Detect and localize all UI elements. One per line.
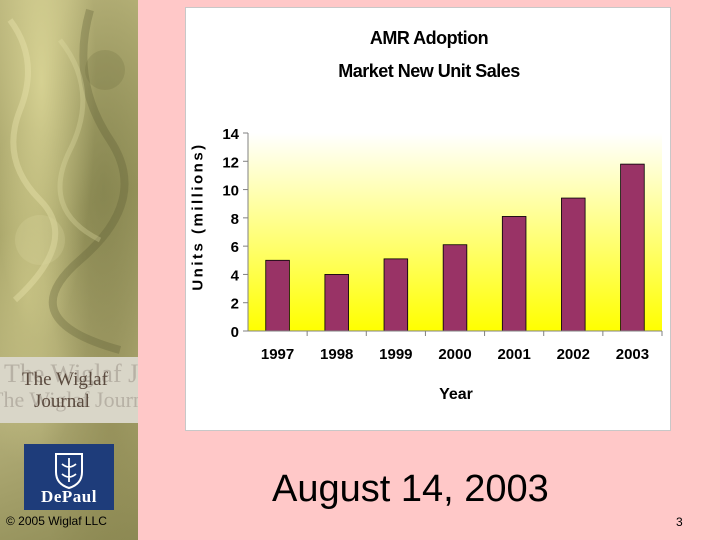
bar-2000 — [442, 244, 468, 332]
chart-subtitle: Market New Unit Sales — [338, 61, 520, 81]
depaul-crest-icon — [55, 453, 83, 490]
slide-number: 3 — [676, 515, 683, 529]
slide-date: August 14, 2003 — [272, 468, 549, 510]
wiglaf-logo-line-2: Journal — [34, 391, 90, 412]
bar-1998 — [324, 274, 349, 332]
sidebar-texture-pattern — [7, 8, 129, 354]
y-tick-label: 8 — [231, 211, 239, 228]
chart-title: AMR Adoption — [369, 28, 489, 48]
chart-container: AMR Adoption Market New Unit Sales Units… — [185, 7, 671, 431]
x-tick-label: 1998 — [320, 346, 353, 363]
bar-2001 — [501, 216, 527, 332]
depaul-logo: DePaul — [24, 444, 114, 510]
y-tick-label: 12 — [222, 154, 239, 171]
x-tick-label: 2002 — [557, 346, 590, 363]
x-tick-label: 2001 — [497, 346, 530, 363]
wiglaf-journal-logo: The Wiglaf Journal The Wiglaf Journal Th… — [0, 357, 138, 423]
y-tick-label: 10 — [222, 183, 239, 200]
x-tick-label: 1997 — [261, 346, 294, 363]
wiglaf-logo-line-1: The Wiglaf — [22, 369, 108, 390]
y-tick-label: 4 — [231, 267, 240, 284]
bar-1999 — [383, 258, 409, 332]
y-tick-label: 6 — [231, 239, 239, 256]
bar-chart: 0 2 4 6 8 10 12 14 1997 1998 1999 2000 2001 2002 2003 — [222, 126, 663, 363]
bar-1997 — [265, 259, 290, 332]
x-axis-label: Year — [439, 386, 473, 403]
depaul-wordmark: DePaul — [41, 487, 97, 506]
bar-2002 — [561, 197, 586, 332]
y-tick-label: 0 — [231, 324, 239, 341]
copyright-text: © 2005 Wiglaf LLC — [6, 514, 107, 528]
x-tick-label: 2000 — [438, 346, 471, 363]
y-tick-label: 2 — [231, 296, 239, 313]
bar-2003 — [620, 163, 645, 332]
wiglaf-ghost-text: The Wiglaf Journal — [4, 359, 138, 388]
x-tick-label: 2003 — [616, 346, 649, 363]
y-tick-label: 14 — [222, 126, 239, 143]
wiglaf-ghost-text: The Wiglaf Journal — [0, 387, 138, 412]
x-tick-label: 1999 — [379, 346, 412, 363]
